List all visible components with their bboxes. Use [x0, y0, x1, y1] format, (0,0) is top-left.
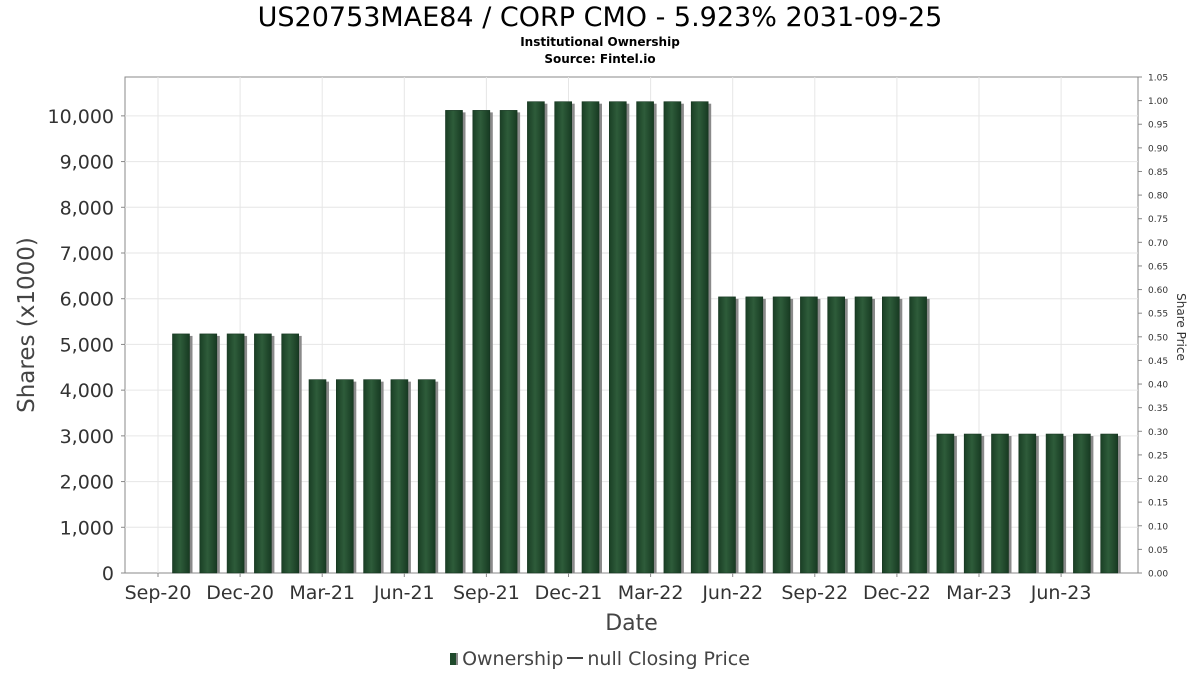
x-tick-label: Jun-23	[1030, 582, 1092, 604]
y2-tick-label: 0.40	[1148, 381, 1168, 391]
x-axis-label: Date	[605, 611, 658, 636]
x-tick-label: Mar-21	[289, 582, 355, 604]
ownership-bar	[636, 101, 654, 574]
y-tick-label: 0	[102, 563, 114, 585]
y2-tick-label: 0.95	[1148, 121, 1168, 131]
chart-legend: Ownership null Closing Price	[0, 648, 1200, 670]
y2-tick-label: 0.75	[1148, 215, 1168, 225]
ownership-bar	[363, 379, 381, 574]
ownership-bar	[690, 101, 709, 574]
legend-price-label: null Closing Price	[587, 648, 750, 670]
ownership-bar	[991, 433, 1009, 574]
y-tick-label: 4,000	[60, 380, 114, 402]
legend-ownership-label: Ownership	[462, 648, 564, 670]
y-tick-label: 6,000	[60, 289, 114, 311]
x-tick-label: Jun-22	[701, 582, 763, 604]
x-tick-label: Dec-21	[535, 582, 603, 604]
y2-tick-label: 0.10	[1148, 522, 1168, 532]
y2-tick-label: 1.05	[1148, 74, 1168, 84]
legend-price-line	[567, 657, 584, 659]
y-tick-label: 1,000	[60, 517, 114, 539]
ownership-bar	[445, 110, 463, 574]
ownership-bar	[417, 379, 436, 574]
ownership-bar	[1073, 433, 1091, 574]
ownership-bar	[308, 379, 327, 574]
x-tick-label: Dec-20	[206, 582, 274, 604]
ownership-bar	[199, 333, 218, 574]
ownership-bar	[499, 110, 518, 574]
y2-tick-label: 0.80	[1148, 192, 1168, 202]
y2-tick-label: 0.30	[1148, 428, 1168, 438]
y-tick-label: 7,000	[60, 243, 114, 265]
ownership-bar	[854, 296, 873, 574]
ownership-bar	[1018, 433, 1037, 574]
ownership-bar	[909, 296, 927, 574]
ownership-bar	[963, 433, 982, 574]
x-tick-label: Jun-21	[373, 582, 435, 604]
chart-title: US20753MAE84 / CORP CMO - 5.923% 2031-09…	[257, 2, 943, 33]
ownership-bar	[936, 433, 955, 574]
y2-tick-label: 0.45	[1148, 357, 1168, 367]
ownership-bar	[554, 101, 573, 574]
chart-subtitle-source: Source: Fintel.io	[544, 52, 656, 66]
y-tick-label: 2,000	[60, 472, 114, 494]
ownership-bar	[608, 101, 627, 574]
y2-tick-label: 0.55	[1148, 310, 1168, 320]
ownership-bar	[335, 379, 354, 574]
y2-tick-label: 0.25	[1148, 451, 1168, 461]
ownership-bar	[663, 101, 682, 574]
y2-tick-label: 1.00	[1148, 97, 1168, 107]
ownership-bar	[581, 101, 600, 574]
y-tick-label: 8,000	[60, 197, 114, 219]
x-tick-label: Mar-23	[946, 582, 1012, 604]
ownership-bar	[800, 296, 818, 574]
ownership-bar	[745, 296, 764, 574]
y2-tick-label: 0.60	[1148, 286, 1168, 296]
y2-axis-label: Share Price	[1174, 293, 1188, 361]
y2-tick-label: 0.00	[1148, 570, 1168, 580]
y2-tick-label: 0.35	[1148, 404, 1168, 414]
ownership-bar	[1045, 433, 1064, 574]
y2-tick-label: 0.50	[1148, 333, 1168, 343]
chart-subtitle-ownership: Institutional Ownership	[520, 35, 680, 49]
y2-tick-label: 0.15	[1148, 499, 1168, 509]
ownership-bar	[827, 296, 846, 574]
ownership-bar	[226, 333, 245, 574]
x-tick-label: Sep-20	[125, 582, 192, 604]
ownership-bar	[281, 333, 300, 574]
ownership-bar	[772, 296, 791, 574]
ownership-bar	[172, 333, 190, 574]
legend-ownership-swatch	[450, 653, 459, 665]
y-axis-label: Shares (x1000)	[14, 237, 40, 413]
y2-tick-label: 0.90	[1148, 144, 1168, 154]
y2-tick-label: 0.05	[1148, 546, 1168, 556]
ownership-bar	[718, 296, 736, 574]
ownership-bar	[527, 101, 545, 574]
ownership-bar	[254, 333, 272, 574]
y2-tick-label: 0.65	[1148, 262, 1168, 272]
ownership-bar	[881, 296, 900, 574]
x-tick-label: Mar-22	[618, 582, 684, 604]
y2-tick-label: 0.20	[1148, 475, 1168, 485]
x-tick-label: Sep-22	[781, 582, 848, 604]
y2-tick-label: 0.70	[1148, 239, 1168, 249]
y2-tick-label: 0.85	[1148, 168, 1168, 178]
plot-area	[124, 76, 1139, 574]
y-tick-label: 3,000	[60, 426, 114, 448]
ownership-bar	[472, 110, 491, 574]
y-tick-label: 5,000	[60, 334, 114, 356]
y-tick-label: 10,000	[48, 106, 114, 128]
ownership-bar	[1100, 433, 1118, 574]
x-tick-label: Sep-21	[453, 582, 520, 604]
x-tick-label: Dec-22	[863, 582, 931, 604]
ownership-bar	[390, 379, 409, 574]
y-tick-label: 9,000	[60, 152, 114, 174]
